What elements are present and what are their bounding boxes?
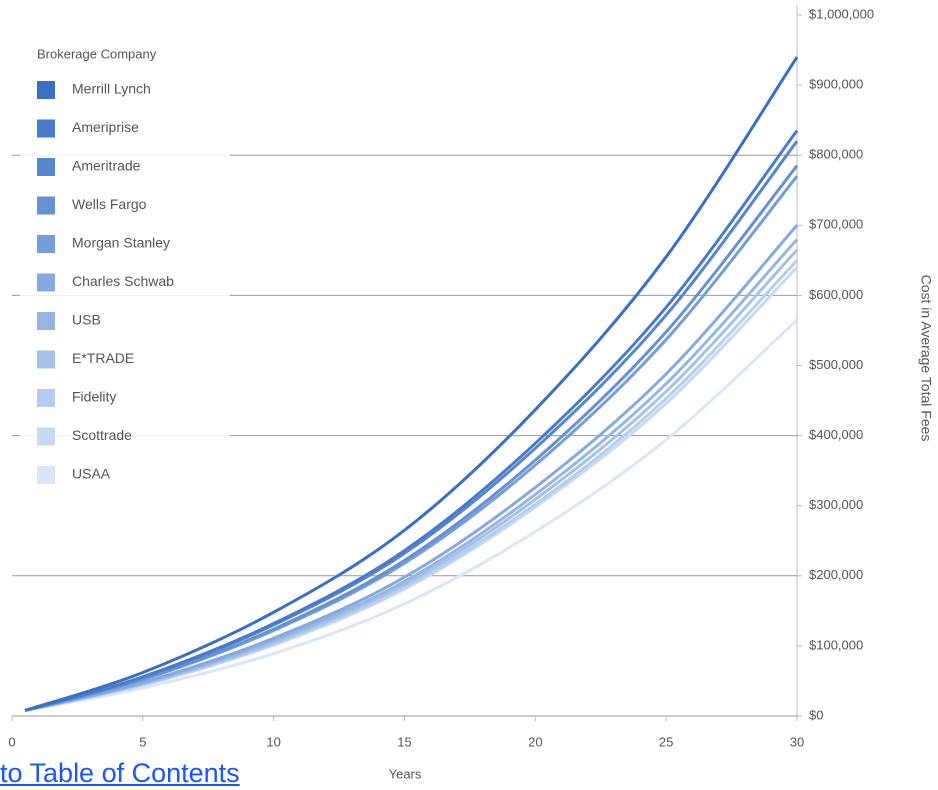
legend-label: Merrill Lynch <box>72 81 151 97</box>
y-tick-label: $100,000 <box>809 637 863 652</box>
legend-label: Fidelity <box>72 389 116 405</box>
legend-swatch <box>37 119 55 138</box>
legend-swatch <box>37 273 55 292</box>
legend-label: USB <box>72 312 101 328</box>
x-tick-label: 15 <box>397 734 411 749</box>
series-line <box>24 318 799 712</box>
y-tick-label: $200,000 <box>809 567 863 582</box>
y-tick-label: $1,000,000 <box>809 6 874 21</box>
legend-swatch <box>37 158 55 176</box>
legend-label: Charles Schwab <box>72 273 174 289</box>
y-tick-label: $700,000 <box>809 217 863 232</box>
x-axis-label: Years <box>389 766 422 781</box>
y-tick-label: $500,000 <box>809 357 863 372</box>
x-tick-label: 10 <box>266 734 280 749</box>
legend-swatch <box>37 466 55 484</box>
legend-swatch <box>37 235 55 253</box>
series-line <box>24 224 799 712</box>
series-line <box>24 129 799 712</box>
legend-label: USAA <box>72 466 111 482</box>
y-tick-label: $600,000 <box>809 287 863 302</box>
x-tick-label: 20 <box>528 734 542 749</box>
legend-label: E*TRADE <box>72 350 134 366</box>
legend-label: Morgan Stanley <box>72 235 170 251</box>
legend-swatch <box>37 389 55 407</box>
legend-label: Ameriprise <box>72 119 139 135</box>
x-tick-label: 25 <box>659 734 673 749</box>
legend-swatch <box>37 427 55 446</box>
y-tick-label: $900,000 <box>809 77 863 92</box>
legend-label: Ameritrade <box>72 158 141 174</box>
y-tick-label: $400,000 <box>809 427 863 442</box>
y-tick-label: $0 <box>809 707 823 722</box>
legend-label: Scottrade <box>72 427 132 443</box>
legend-swatch <box>37 81 55 99</box>
y-tick-label: $300,000 <box>809 497 863 512</box>
x-tick-label: 0 <box>8 734 15 749</box>
x-tick-label: 30 <box>790 734 804 749</box>
legend-swatch <box>37 196 55 215</box>
y-tick-label: $800,000 <box>809 147 863 162</box>
x-tick-label: 5 <box>139 734 146 749</box>
legend-label: Wells Fargo <box>72 196 147 212</box>
toc-link[interactable]: to Table of Contents <box>0 758 240 788</box>
legend-swatch <box>37 350 55 369</box>
legend-bg <box>20 35 230 495</box>
legend-swatch <box>37 312 55 330</box>
series-line <box>24 56 799 712</box>
y-axis-label: Cost in Average Total Fees <box>918 275 934 442</box>
legend-title: Brokerage Company <box>37 46 157 61</box>
